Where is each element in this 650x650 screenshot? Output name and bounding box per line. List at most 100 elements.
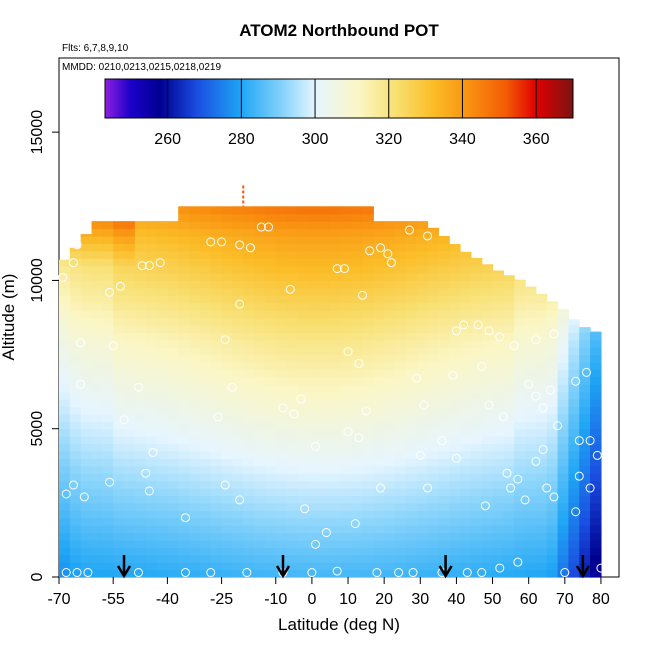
heatmap-cell [438,317,450,326]
heatmap-cell [210,539,223,548]
heatmap-cell [102,317,114,326]
heatmap-cell [254,221,266,230]
heatmap-cell [134,443,147,452]
heatmap-cell [286,532,299,541]
heatmap-cell [590,406,602,415]
heatmap-cell [535,502,548,511]
heatmap-cell [427,539,439,548]
heatmap-cell [438,369,450,378]
heatmap-cell [243,369,255,378]
heatmap-cell [535,554,548,563]
heatmap-cell [329,332,342,341]
heatmap-cell [286,228,299,237]
heatmap-cell [427,502,439,511]
heatmap-cell [189,547,201,556]
heatmap-cell [590,569,602,578]
sample-point [285,284,295,294]
heatmap-cell [134,221,147,230]
heatmap-cell [503,539,515,548]
heatmap-cell [178,332,190,341]
heatmap-cell [405,391,418,400]
heatmap-cell [243,384,255,393]
heatmap-cell [199,525,212,534]
heatmap-cell [449,265,461,274]
heatmap-cell [525,532,537,541]
heatmap-cell [514,517,526,526]
heatmap-cell [59,525,71,534]
heatmap-cell [319,243,331,252]
heatmap-cell [199,406,212,415]
heatmap-cell [210,221,223,230]
heatmap-cell [167,525,179,534]
heatmap-cell [91,376,103,385]
heatmap-cell [69,421,82,430]
heatmap-cell [69,488,82,497]
heatmap-cell [405,280,418,289]
heatmap-cell [405,510,418,519]
heatmap-cell [319,495,331,504]
heatmap-cell [503,495,515,504]
heatmap-cell [243,332,255,341]
heatmap-cell [362,228,374,237]
heatmap-cell [199,458,212,467]
heatmap-cell [69,339,82,348]
heatmap-cell [351,391,364,400]
heatmap-cell [102,554,114,563]
heatmap-cell [221,480,234,489]
heatmap-cell [590,525,602,534]
heatmap-cell [568,480,580,489]
heatmap-cell [59,502,71,511]
heatmap-cell [232,443,244,452]
heatmap-cell [579,339,591,348]
sample-point [220,480,230,490]
heatmap-cell [362,488,374,497]
heatmap-cell [535,384,548,393]
heatmap-cell [329,391,342,400]
heatmap-cell [232,302,244,311]
heatmap-cell [80,265,93,274]
heatmap-cell [449,244,461,252]
heatmap-cell [449,339,461,348]
heatmap-cell [525,480,537,489]
heatmap-cell [134,495,147,504]
heatmap-cell [178,458,190,467]
heatmap-cell [384,525,396,534]
heatmap-cell [329,206,342,215]
heatmap-cell [546,413,559,422]
heatmap-cell [113,287,125,296]
heatmap-cell [438,302,450,311]
heatmap-cell [395,310,407,319]
heatmap-cell [199,310,212,319]
sample-point [592,450,602,460]
sample-point [72,568,82,578]
heatmap-cell [275,413,288,422]
heatmap-cell [243,317,255,326]
heatmap-cell [329,280,342,289]
heatmap-cell [405,421,418,430]
heatmap-cell [427,235,439,244]
heatmap-cell [319,361,331,370]
heatmap-cell [590,502,602,511]
heatmap-cell [492,295,504,304]
heatmap-cell [329,443,342,452]
heatmap-cell [124,510,136,519]
heatmap-cell [254,421,266,430]
heatmap-cell [319,213,331,222]
heatmap-cell [199,473,212,482]
heatmap-cell [275,376,288,385]
heatmap-cell [340,391,353,400]
heatmap-cell [178,273,190,282]
heatmap-cell [568,332,580,341]
heatmap-cell [189,206,201,215]
heatmap-cell [460,406,472,415]
heatmap-cell [145,569,158,578]
heatmap-cell [514,295,526,304]
heatmap-cell [384,473,396,482]
sample-point [437,436,447,446]
heatmap-cell [384,228,396,237]
heatmap-cell [102,473,114,482]
heatmap-cell [481,428,494,437]
heatmap-cell [362,206,374,215]
heatmap-cell [80,569,93,578]
heatmap-cell [373,361,385,370]
